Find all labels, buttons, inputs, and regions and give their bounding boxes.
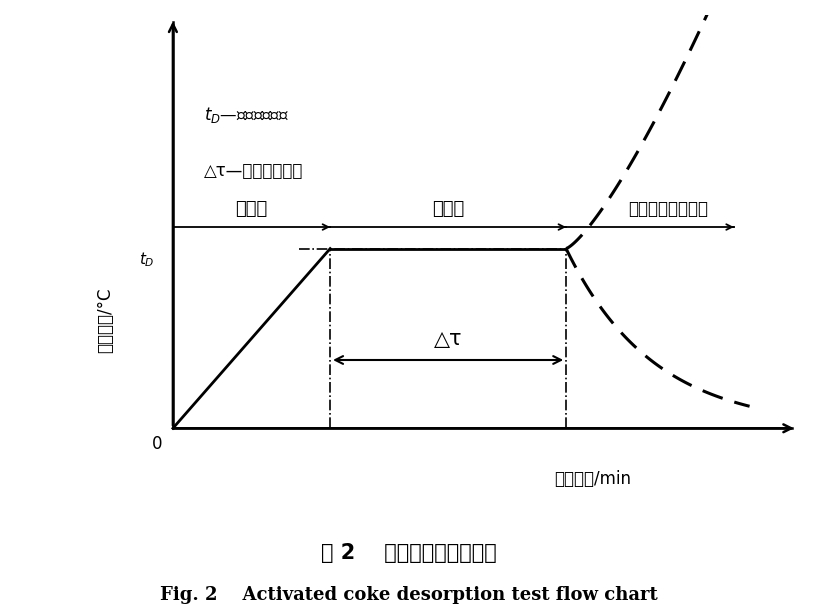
Text: $t_D$: $t_D$ — [139, 251, 154, 269]
Text: 升温段: 升温段 — [235, 200, 268, 218]
Text: 图 2    活性焦解析试验流程: 图 2 活性焦解析试验流程 — [320, 543, 497, 564]
Text: 解析时间/min: 解析时间/min — [554, 470, 631, 488]
Text: Fig. 2    Activated coke desorption test flow chart: Fig. 2 Activated coke desorption test fl… — [159, 586, 658, 604]
Text: △τ—恒温解析时间: △τ—恒温解析时间 — [204, 162, 304, 181]
Text: 恒温段: 恒温段 — [432, 200, 464, 218]
Text: $t_D$—恒温解析温度: $t_D$—恒温解析温度 — [204, 105, 289, 125]
Text: △τ: △τ — [434, 329, 462, 349]
Text: 0: 0 — [152, 435, 163, 454]
Text: 解析温度/°C: 解析温度/°C — [96, 288, 114, 353]
Text: 二次升温或降温段: 二次升温或降温段 — [628, 200, 708, 218]
